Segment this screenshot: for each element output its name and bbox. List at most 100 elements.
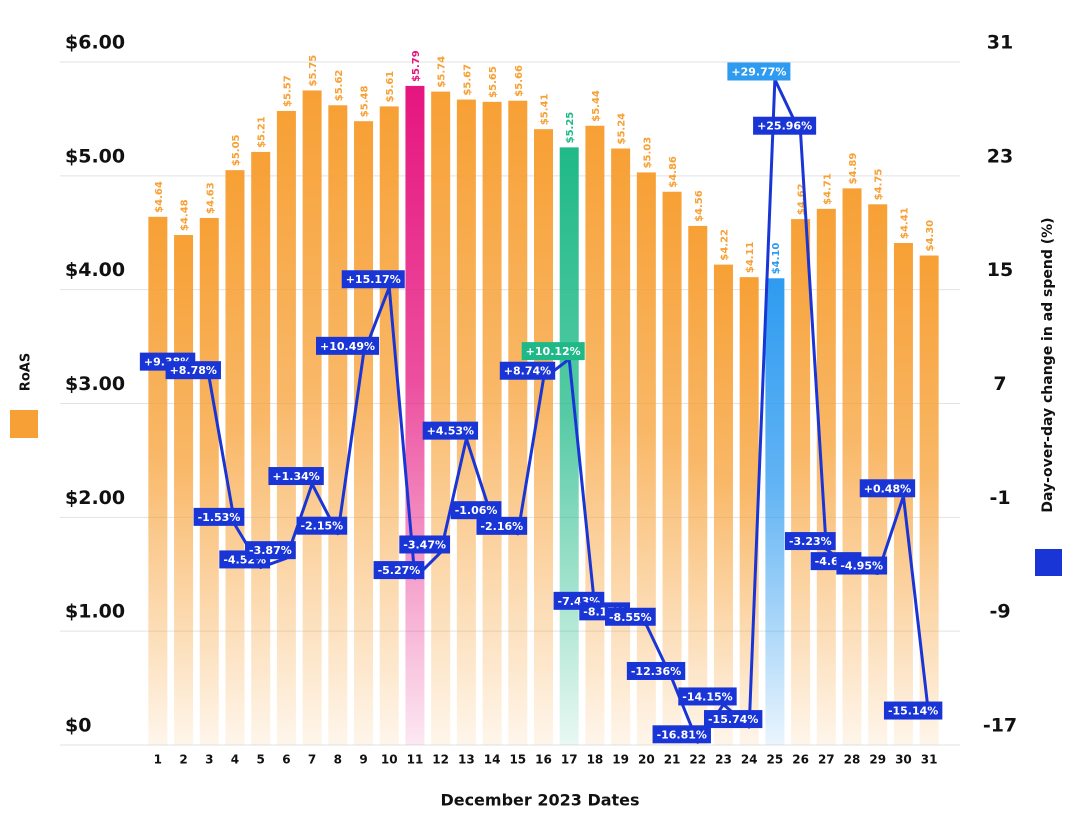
line-value-label: -1.06% <box>455 504 498 517</box>
y2-tick-label: 31 <box>987 32 1013 54</box>
line-label-box <box>193 507 245 526</box>
y-tick-label: $6.00 <box>65 32 125 54</box>
x-tick-label: 2 <box>179 753 187 767</box>
bar-value-label: $5.65 <box>488 66 499 98</box>
line-label-box <box>753 116 817 135</box>
bar <box>379 106 399 745</box>
line-value-label: +15.17% <box>346 273 401 286</box>
x-tick-label: 30 <box>895 753 912 767</box>
legend-swatch <box>10 410 38 438</box>
x-tick-label: 31 <box>921 753 938 767</box>
x-tick-label: 3 <box>205 753 213 767</box>
bar <box>174 235 194 745</box>
line-label-box <box>626 661 686 680</box>
y-tick-label: $0 <box>65 715 91 737</box>
line-value-label: -14.15% <box>682 690 732 703</box>
y-tick-label: $4.00 <box>65 259 125 281</box>
line-value-label: +8.78% <box>170 364 217 377</box>
bar <box>251 151 271 745</box>
bar <box>354 121 374 745</box>
line-label-box <box>296 516 348 535</box>
line-label-box <box>604 607 656 626</box>
bar <box>508 100 528 746</box>
bar <box>148 216 168 745</box>
x-tick-label: 26 <box>792 753 809 767</box>
bar <box>431 91 451 745</box>
y-tick-label: $3.00 <box>65 373 125 395</box>
bar-value-label: $5.44 <box>591 90 602 122</box>
bar <box>791 219 811 746</box>
bar-value-label: $5.74 <box>437 56 448 88</box>
x-tick-label: 9 <box>359 753 367 767</box>
bar <box>559 147 579 745</box>
line-label-box <box>727 62 791 81</box>
bar <box>816 208 836 746</box>
legend-swatch <box>1035 549 1062 576</box>
bar-value-label: $5.25 <box>565 112 576 144</box>
x-tick-label: 11 <box>407 753 424 767</box>
line-label-box <box>450 501 502 520</box>
line-label-box <box>245 541 296 560</box>
x-tick-label: 19 <box>612 753 629 767</box>
line-value-label: +0.48% <box>864 482 911 495</box>
bar-value-label: $5.79 <box>411 50 422 82</box>
line-label-box <box>859 479 916 498</box>
bar-value-label: $5.41 <box>540 93 551 125</box>
bar-value-label: $4.89 <box>848 153 859 185</box>
x-tick-label: 15 <box>509 753 526 767</box>
x-tick-label: 23 <box>715 753 732 767</box>
bar-value-label: $4.56 <box>694 190 705 222</box>
x-tick-label: 29 <box>869 753 886 767</box>
bar <box>302 90 322 746</box>
line-label-box <box>784 532 836 551</box>
line-value-label: +1.34% <box>272 470 319 483</box>
x-tick-label: 20 <box>638 753 655 767</box>
bar-value-label: $5.24 <box>617 113 628 145</box>
line-value-label: -4.95% <box>840 560 883 573</box>
bar <box>482 101 502 745</box>
y2-tick-label: -1 <box>989 487 1010 509</box>
bar-value-label: $5.57 <box>282 75 293 107</box>
line-value-label: -8.55% <box>609 611 652 624</box>
line-label-box <box>476 516 528 535</box>
bar <box>765 278 785 745</box>
line-value-label: -2.15% <box>300 520 343 533</box>
x-tick-label: 27 <box>818 753 835 767</box>
bar-value-label: $4.22 <box>719 229 730 261</box>
line-label-box <box>268 467 324 486</box>
line-label-box <box>652 725 711 744</box>
y-tick-label: $1.00 <box>65 601 125 623</box>
line-value-label: +10.49% <box>320 340 375 353</box>
line <box>183 78 931 744</box>
bar <box>636 172 656 745</box>
x-tick-label: 10 <box>381 753 398 767</box>
x-tick-label: 8 <box>334 753 342 767</box>
bar-value-label: $4.11 <box>745 241 756 273</box>
x-tick-label: 25 <box>767 753 784 767</box>
line-value-label: +8.74% <box>504 365 551 378</box>
bar-value-label: $5.62 <box>334 70 345 102</box>
bar-value-label: $4.62 <box>797 183 808 215</box>
line-value-label: +25.96% <box>757 120 812 133</box>
bar-value-label: $5.75 <box>308 55 319 87</box>
line-value-label: -15.14% <box>888 705 938 718</box>
bar <box>611 148 631 746</box>
line-value-label: -3.23% <box>789 535 832 548</box>
line-value-label: -16.81% <box>657 728 707 741</box>
y2-tick-label: 23 <box>987 145 1013 167</box>
bar-value-label: $4.64 <box>154 181 165 213</box>
line-label-box <box>499 361 556 380</box>
bar <box>199 217 219 745</box>
y2-tick-label: 7 <box>993 373 1006 395</box>
x-tick-label: 1 <box>154 753 162 767</box>
bar <box>225 170 245 745</box>
x-tick-label: 18 <box>587 753 604 767</box>
bar <box>739 277 759 745</box>
bar-value-label: $5.66 <box>514 65 525 97</box>
bar <box>842 188 862 746</box>
line-label-box <box>422 421 479 440</box>
x-axis-title: December 2023 Dates <box>440 791 639 810</box>
bar <box>868 204 888 745</box>
x-tick-label: 24 <box>741 753 758 767</box>
bar <box>405 85 425 745</box>
